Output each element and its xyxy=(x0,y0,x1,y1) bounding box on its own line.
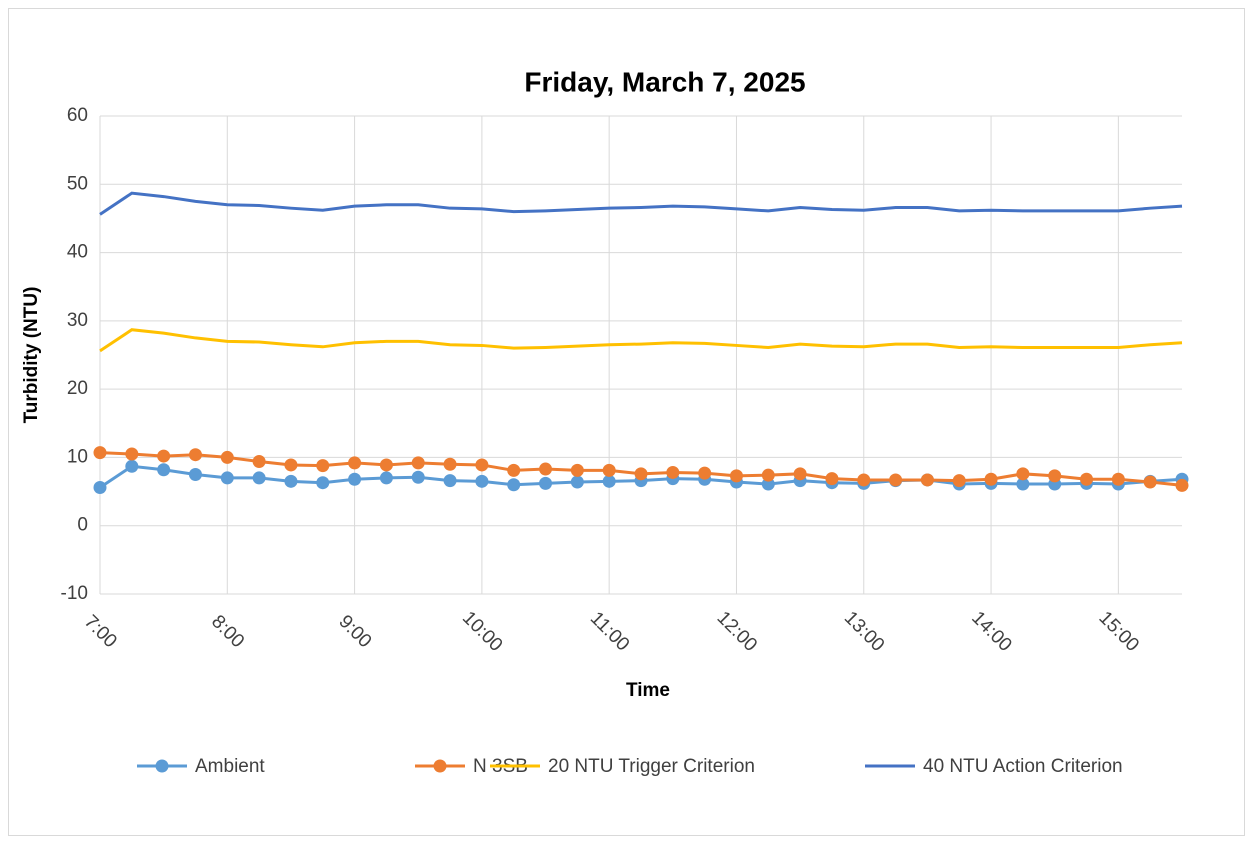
data-point xyxy=(252,455,266,469)
data-point xyxy=(1175,478,1189,492)
data-point xyxy=(93,480,107,494)
data-point xyxy=(952,474,966,488)
y-axis-label: Turbidity (NTU) xyxy=(21,287,42,424)
data-point xyxy=(316,459,330,473)
legend-label: 20 NTU Trigger Criterion xyxy=(548,756,755,777)
data-point xyxy=(411,456,425,470)
data-point xyxy=(1048,469,1062,483)
data-point xyxy=(125,459,139,473)
legend-label: Ambient xyxy=(195,756,265,777)
data-point xyxy=(316,476,330,490)
data-point xyxy=(698,466,712,480)
legend-label: 40 NTU Action Criterion xyxy=(923,756,1123,777)
data-point xyxy=(729,469,743,483)
data-point xyxy=(984,472,998,486)
data-point xyxy=(889,473,903,487)
data-point xyxy=(348,456,362,470)
data-point xyxy=(825,472,839,486)
data-point xyxy=(1111,472,1125,486)
data-point xyxy=(920,473,934,487)
data-point xyxy=(1016,477,1030,491)
data-point xyxy=(475,458,489,472)
y-tick-label: 0 xyxy=(77,515,88,536)
x-axis-label: Time xyxy=(626,680,670,701)
data-point xyxy=(443,457,457,471)
chart-title: Friday, March 7, 2025 xyxy=(524,66,805,97)
data-point xyxy=(539,462,553,476)
data-point xyxy=(666,465,680,479)
series-line xyxy=(99,328,1183,353)
y-tick-label: -10 xyxy=(61,583,88,604)
data-point xyxy=(634,467,648,481)
y-tick-label: 20 xyxy=(67,378,88,399)
y-tick-label: 60 xyxy=(67,105,88,126)
data-point xyxy=(188,448,202,462)
data-point xyxy=(507,463,521,477)
data-point xyxy=(857,473,871,487)
data-point xyxy=(411,470,425,484)
data-point xyxy=(220,471,234,485)
data-point xyxy=(125,447,139,461)
data-point xyxy=(1143,475,1157,489)
data-point xyxy=(793,467,807,481)
data-point xyxy=(507,478,521,492)
data-point xyxy=(602,474,616,488)
data-point xyxy=(93,446,107,460)
data-point xyxy=(570,475,584,489)
data-point xyxy=(602,463,616,477)
data-point xyxy=(157,449,171,463)
data-point xyxy=(379,458,393,472)
data-point xyxy=(1016,467,1030,481)
y-tick-label: 50 xyxy=(67,173,88,194)
data-point xyxy=(220,450,234,464)
data-point xyxy=(188,468,202,481)
data-point xyxy=(252,471,266,485)
data-point xyxy=(1080,472,1094,486)
legend-marker xyxy=(155,759,169,773)
data-point xyxy=(284,474,298,488)
data-point xyxy=(348,472,362,486)
data-point xyxy=(539,476,553,490)
data-point xyxy=(284,458,298,472)
y-tick-label: 30 xyxy=(67,310,88,331)
data-point xyxy=(443,474,457,488)
data-point xyxy=(761,468,775,482)
data-point xyxy=(157,463,171,477)
legend-marker xyxy=(433,759,447,773)
data-point xyxy=(570,463,584,477)
data-point xyxy=(379,471,393,485)
chart-border xyxy=(8,8,1245,836)
data-point xyxy=(475,474,489,488)
y-tick-label: 10 xyxy=(67,446,88,467)
y-tick-label: 40 xyxy=(67,242,88,263)
series-line xyxy=(99,191,1183,216)
